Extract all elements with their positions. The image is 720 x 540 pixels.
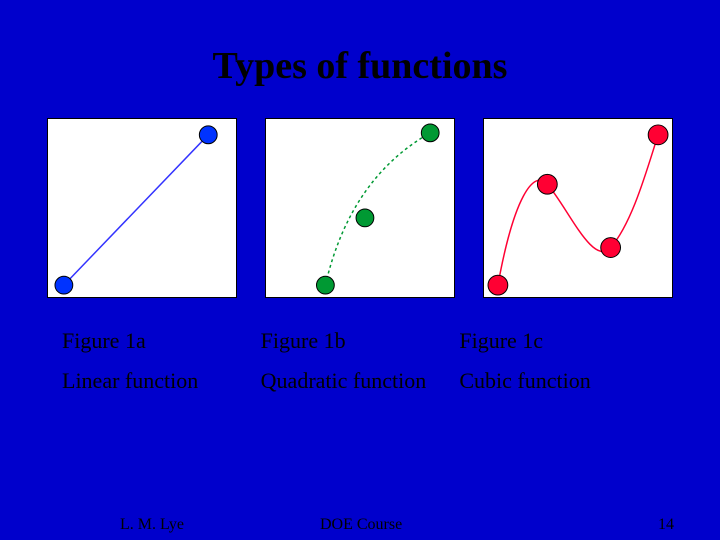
figure-label-a: Figure 1a — [62, 328, 261, 354]
label-col-c: Figure 1c Cubic function — [459, 328, 658, 394]
linear-plot — [48, 119, 236, 297]
slide-title: Types of functions — [0, 0, 720, 118]
footer-author: L. M. Lye — [120, 516, 184, 534]
footer-page: 14 — [658, 516, 674, 534]
figure-label-b: Figure 1b — [261, 328, 460, 354]
function-label-a: Linear function — [62, 368, 261, 394]
label-col-b: Figure 1b Quadratic function — [261, 328, 460, 394]
figure-label-c: Figure 1c — [459, 328, 658, 354]
panel-cubic — [483, 118, 673, 298]
labels-row: Figure 1a Linear function Figure 1b Quad… — [0, 328, 720, 394]
quadratic-plot — [266, 119, 454, 297]
panel-linear — [47, 118, 237, 298]
function-label-c: Cubic function — [459, 368, 658, 394]
cubic-plot — [484, 119, 672, 297]
footer-course: DOE Course — [320, 516, 402, 534]
panels-row — [0, 118, 720, 298]
label-col-a: Figure 1a Linear function — [62, 328, 261, 394]
function-label-b: Quadratic function — [261, 368, 460, 394]
panel-quadratic — [265, 118, 455, 298]
